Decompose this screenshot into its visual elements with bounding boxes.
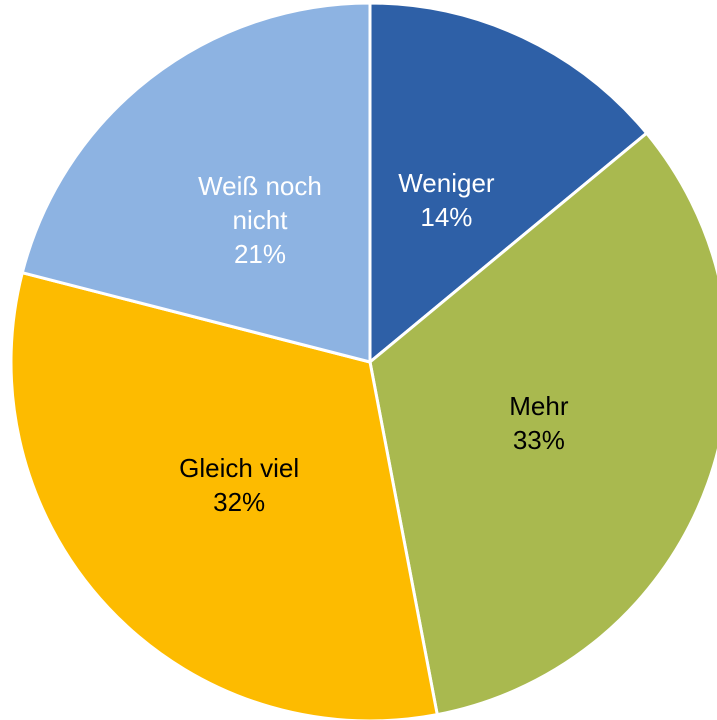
category-label: Gleich viel (179, 452, 300, 483)
category-label: Weiß noch nicht (198, 171, 322, 236)
category-label: Weniger (398, 167, 495, 198)
category-label: Mehr (509, 390, 569, 421)
slice-label: Weiß noch nicht 21% (180, 169, 340, 271)
slice-label: Mehr 33% (459, 389, 619, 457)
pie-slice (20, 1, 372, 364)
value-label: 21% (233, 239, 286, 270)
value-label: 32% (213, 486, 266, 517)
value-label: 14% (420, 201, 473, 232)
pie-slice (368, 1, 649, 366)
slice-label: Gleich viel 32% (159, 451, 319, 519)
slice-label: Weniger 14% (366, 166, 526, 234)
value-label: 33% (512, 424, 565, 455)
pie-slice (368, 131, 717, 717)
